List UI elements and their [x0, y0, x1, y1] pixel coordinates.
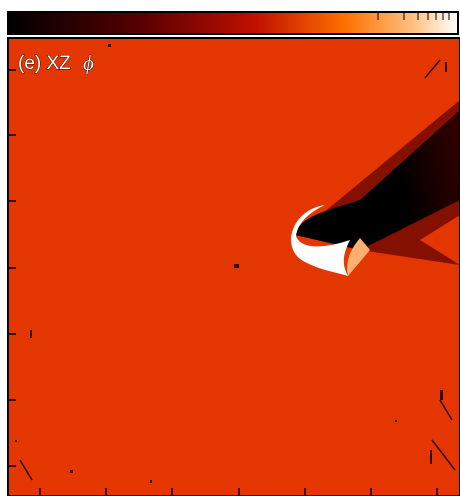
noise-specks — [15, 44, 447, 483]
colorbar-ticks — [377, 12, 450, 20]
plot-frame — [7, 37, 460, 496]
y-axis-ticks — [8, 69, 16, 467]
plot-area — [8, 38, 460, 496]
bow-shock — [291, 205, 350, 276]
panel-symbol: ϕ — [83, 51, 94, 75]
wake-cone — [295, 110, 460, 250]
panel-label: (e) XZ — [18, 53, 71, 74]
noise-streaks — [19, 59, 456, 481]
x-axis-ticks — [39, 488, 438, 496]
shock-edge — [347, 238, 370, 276]
colorbar — [7, 11, 459, 35]
